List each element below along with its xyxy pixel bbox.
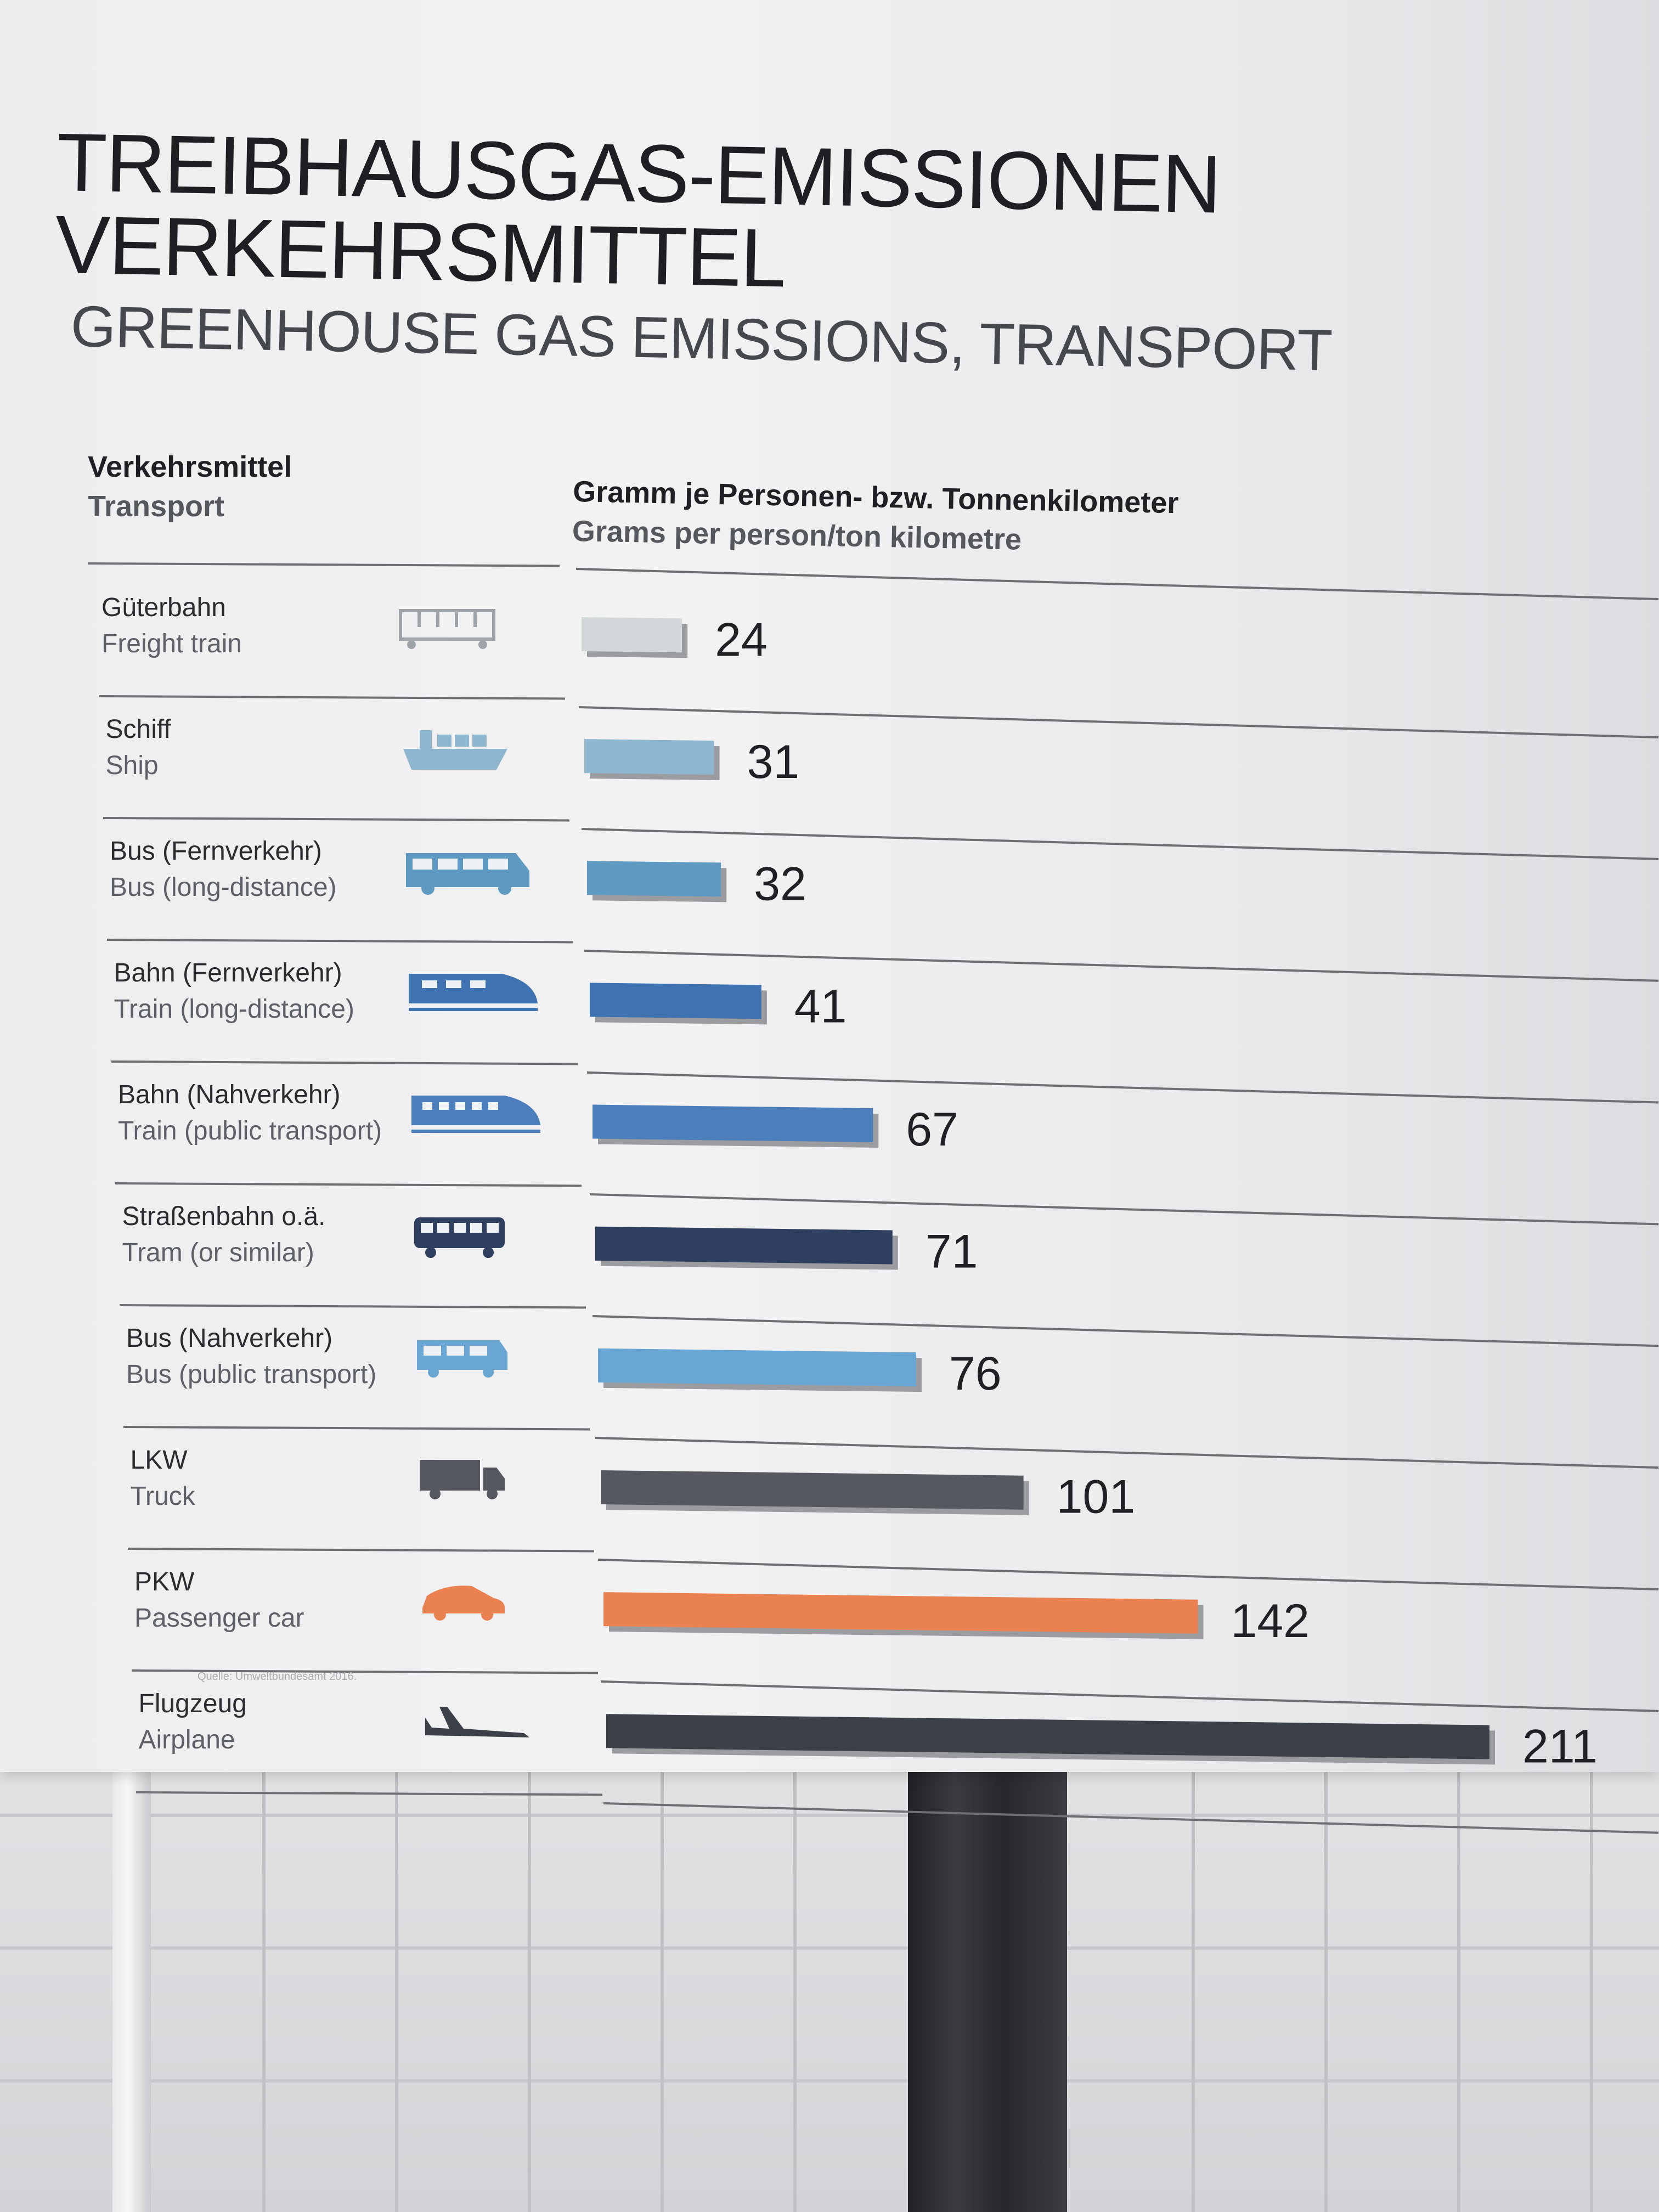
row-label: Bus (Fernverkehr) Bus (long-distance) (110, 833, 337, 906)
row-label-en: Bus (long-distance) (110, 873, 337, 902)
car-icon (422, 1585, 505, 1621)
bar (584, 739, 714, 775)
column-header-transport-de: Verkehrsmittel (88, 450, 292, 483)
bar (582, 617, 682, 653)
row-label-de: Bus (Nahverkehr) (126, 1324, 333, 1353)
row-label: Bahn (Nahverkehr) Train (public transport… (118, 1077, 382, 1149)
row-label-de: Bahn (Nahverkehr) (118, 1080, 341, 1109)
bar-chart: 24 31 32 41 67 71 76 101 142 211 (399, 609, 1598, 1772)
coach-bus-icon (406, 853, 529, 895)
row-label: Güterbahn Freight train (101, 590, 242, 662)
row-label: LKW Truck (131, 1442, 195, 1515)
bar (590, 983, 761, 1019)
info-board: TREIBHAUSGAS-EMISSIONEN VERKEHRSMITTEL G… (0, 0, 1659, 1834)
truck-icon (420, 1460, 505, 1499)
row-label-en: Ship (105, 751, 159, 780)
row-label-de: Straßenbahn o.ä. (122, 1202, 326, 1231)
row-label-de: LKW (130, 1446, 188, 1475)
floor (0, 1728, 1659, 2212)
data-label: 31 (747, 736, 800, 788)
stand-post-center (908, 1728, 1067, 2212)
data-label: 24 (715, 613, 768, 666)
row-label-de: PKW (134, 1567, 195, 1596)
row-label: Straßenbahn o.ä. Tram (or similar) (122, 1199, 326, 1271)
regional-train-icon (411, 1096, 540, 1133)
bar (587, 861, 721, 897)
bar (603, 1592, 1198, 1634)
bar (592, 1104, 873, 1143)
row-label-en: Airplane (138, 1725, 235, 1754)
data-label: 76 (949, 1347, 1002, 1400)
row-label-en: Tram (or similar) (122, 1238, 314, 1267)
airplane-icon (425, 1707, 529, 1737)
column-header-transport: Verkehrsmittel Transport (88, 447, 292, 526)
data-label: 71 (926, 1226, 978, 1278)
row-label: Flugzeug Airplane (139, 1686, 247, 1758)
tram-icon (414, 1217, 505, 1258)
bar (601, 1470, 1024, 1510)
row-label: Bus (Nahverkehr) Bus (public transport) (126, 1321, 376, 1393)
data-label: 67 (906, 1103, 958, 1156)
bar (595, 1226, 893, 1265)
source-note: Quelle: Umweltbundesamt 2016. (198, 1671, 357, 1683)
column-header-transport-en: Transport (88, 490, 225, 523)
row-label-en: Train (public transport) (118, 1116, 382, 1146)
data-label: 142 (1231, 1595, 1310, 1647)
bar (598, 1348, 916, 1387)
data-label: 101 (1057, 1471, 1136, 1523)
row-label-en: Freight train (101, 629, 242, 658)
row-label-de: Schiff (105, 715, 171, 744)
row-label-en: Bus (public transport) (126, 1360, 377, 1389)
row-label-de: Flugzeug (138, 1689, 247, 1718)
row-label: PKW Passenger car (134, 1564, 304, 1637)
row-label-de: Bahn (Fernverkehr) (114, 958, 342, 988)
row-label: Bahn (Fernverkehr) Train (long-distance) (114, 955, 354, 1028)
stand-post-left (112, 1728, 151, 2212)
freight-train-icon (399, 609, 495, 649)
high-speed-train-icon (409, 974, 538, 1011)
row-label: Schiff Ship (106, 712, 171, 784)
row-label-en: Passenger car (134, 1604, 304, 1633)
row-label-en: Train (long-distance) (114, 995, 354, 1024)
data-label: 32 (754, 857, 806, 910)
row-label-de: Güterbahn (101, 593, 226, 622)
ship-icon (403, 730, 507, 770)
city-bus-icon (417, 1340, 507, 1378)
row-label-de: Bus (Fernverkehr) (110, 837, 322, 866)
data-label: 211 (1522, 1720, 1598, 1772)
bar (606, 1714, 1489, 1759)
row-label-en: Truck (130, 1482, 195, 1511)
data-label: 41 (794, 980, 847, 1032)
